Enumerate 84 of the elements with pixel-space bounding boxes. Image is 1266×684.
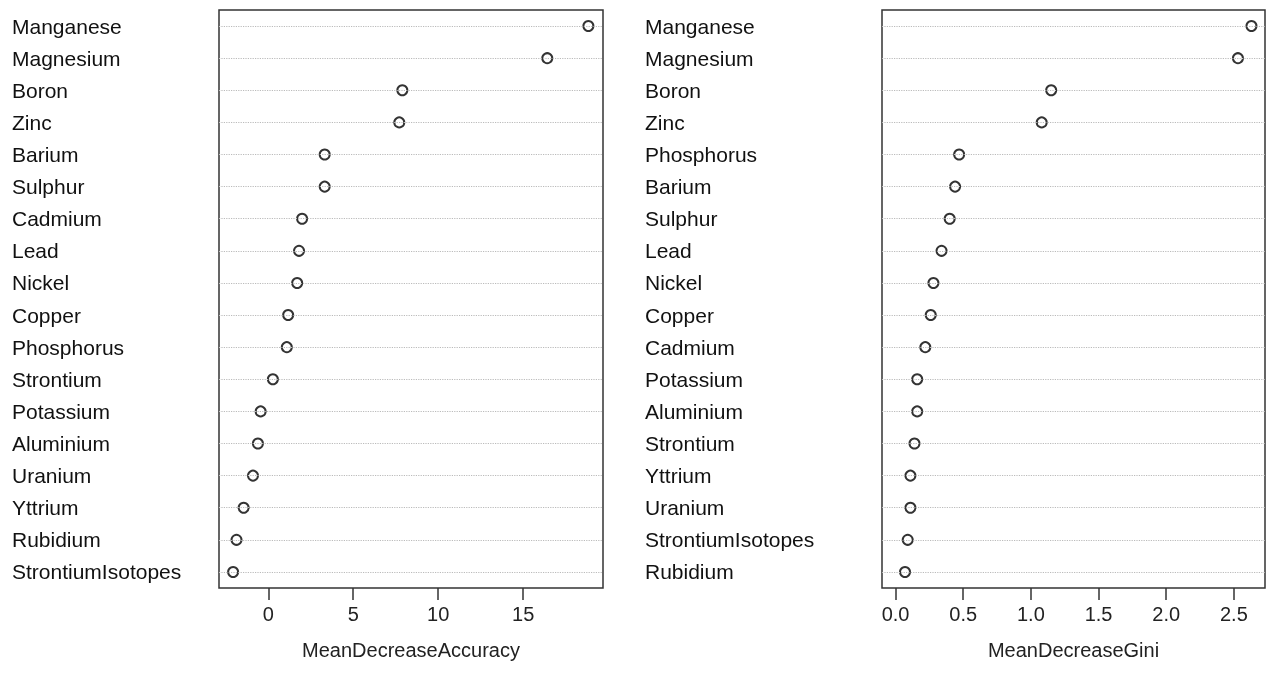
- y-tick-label: Zinc: [12, 110, 52, 134]
- y-tick-label: Rubidium: [645, 560, 734, 584]
- point: [927, 276, 940, 289]
- y-tick-label: Lead: [645, 239, 692, 263]
- x-axis-title: MeanDecreaseGini: [987, 639, 1160, 661]
- point: [1245, 20, 1258, 33]
- point: [1035, 116, 1048, 129]
- point: [254, 405, 267, 418]
- point: [919, 341, 932, 354]
- point: [924, 309, 937, 322]
- x-axis-title: MeanDecreaseAccuracy: [302, 639, 520, 661]
- y-tick-label: Manganese: [645, 14, 755, 38]
- point: [901, 533, 914, 546]
- y-tick-label: Copper: [645, 303, 714, 327]
- point: [943, 212, 956, 225]
- point: [293, 244, 306, 257]
- point: [949, 180, 962, 193]
- point: [282, 309, 295, 322]
- point: [904, 501, 917, 514]
- y-tick-label: Phosphorus: [645, 143, 758, 166]
- point: [582, 20, 595, 33]
- y-tick-label: Nickel: [12, 271, 70, 295]
- y-tick-label: Lead: [12, 239, 59, 263]
- point: [904, 469, 917, 482]
- y-tick-label: Magnesium: [12, 46, 121, 70]
- point: [296, 212, 309, 225]
- y-tick-label: Sulphur: [12, 175, 85, 199]
- y-tick-label: Uranium: [12, 464, 92, 488]
- point: [911, 373, 924, 386]
- y-tick-label: Aluminium: [645, 399, 744, 423]
- point: [246, 469, 259, 482]
- y-tick-label: Strontium: [12, 367, 102, 391]
- point: [318, 180, 331, 193]
- y-tick-label: Boron: [12, 78, 69, 102]
- x-tick-label: 2.5: [1219, 603, 1248, 625]
- y-tick-label: Strontium: [645, 432, 735, 455]
- point: [911, 405, 924, 418]
- point: [280, 341, 293, 354]
- point: [230, 533, 243, 546]
- y-tick-label: Yttrium: [645, 464, 712, 488]
- y-tick-label: Magnesium: [645, 46, 754, 70]
- point: [227, 565, 240, 578]
- point: [935, 244, 948, 257]
- y-tick-label: Nickel: [645, 271, 703, 295]
- x-tick-label: 1.5: [1084, 603, 1113, 625]
- y-tick-label: Barium: [12, 143, 79, 166]
- x-tick-label: 5: [347, 603, 359, 625]
- y-tick-label: Rubidium: [12, 528, 101, 552]
- y-tick-label: Cadmium: [12, 207, 102, 231]
- point: [237, 501, 250, 514]
- y-tick-label: Potassium: [12, 399, 111, 423]
- point: [1231, 52, 1244, 65]
- point: [953, 148, 966, 161]
- y-tick-label: Uranium: [645, 496, 725, 520]
- y-tick-label: Sulphur: [645, 207, 718, 231]
- y-tick-label: StrontiumIsotopes: [645, 528, 815, 552]
- y-tick-label: Manganese: [12, 14, 122, 38]
- x-tick-label: 0.5: [949, 603, 978, 625]
- y-tick-label: Copper: [12, 303, 81, 327]
- point: [291, 276, 304, 289]
- point: [1045, 84, 1058, 97]
- x-tick-label: 15: [512, 603, 535, 625]
- x-tick-label: 2.0: [1152, 603, 1181, 625]
- x-tick-label: 10: [427, 603, 450, 625]
- y-tick-label: Yttrium: [12, 496, 79, 520]
- point: [908, 437, 921, 450]
- x-tick-label: 0.0: [881, 603, 910, 625]
- point: [251, 437, 264, 450]
- y-tick-label: Zinc: [645, 110, 685, 134]
- point: [396, 84, 409, 97]
- point: [318, 148, 331, 161]
- x-tick-label: 0: [262, 603, 274, 625]
- point: [541, 52, 554, 65]
- point: [266, 373, 279, 386]
- y-tick-label: Phosphorus: [12, 335, 125, 359]
- y-tick-label: Aluminium: [12, 432, 111, 455]
- y-tick-label: Barium: [645, 175, 712, 199]
- y-tick-label: Boron: [645, 78, 702, 102]
- x-tick-label: 1.0: [1016, 603, 1045, 625]
- point: [899, 565, 912, 578]
- y-tick-label: StrontiumIsotopes: [12, 560, 182, 584]
- y-tick-label: Potassium: [645, 367, 744, 391]
- y-tick-label: Cadmium: [645, 335, 735, 359]
- point: [393, 116, 406, 129]
